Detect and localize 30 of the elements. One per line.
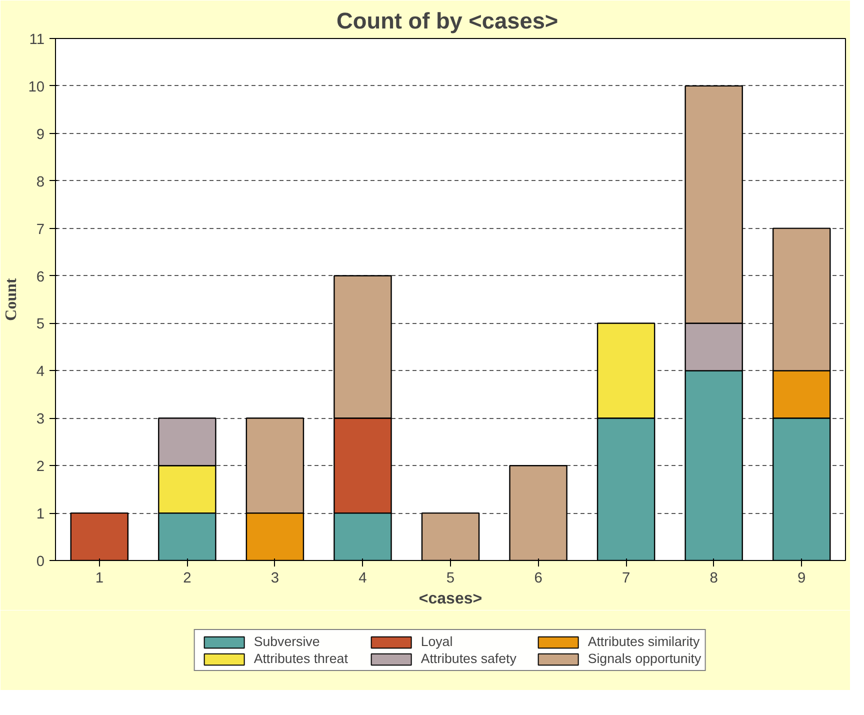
y-tick-label: 1 [36,506,45,523]
x-tick-label: 2 [183,570,192,586]
x-tick-label: 1 [95,570,104,586]
y-tick-label: 6 [36,269,45,286]
legend-label: Loyal [420,634,454,649]
y-tick-label: 2 [36,459,45,476]
y-tick-label: 5 [36,316,45,333]
y-tick-label: 11 [29,32,45,48]
y-tick-label: 3 [36,412,45,428]
y-axis-title: Count [3,277,20,321]
legend-label: Signals opportunity [588,651,702,666]
y-tick-label: 7 [36,222,45,238]
x-axis-title: <cases> [418,590,482,608]
x-tick-label: 8 [710,570,718,586]
y-tick-label: 9 [36,126,45,143]
x-tick-label: 5 [446,570,455,586]
x-tick-label: 7 [622,570,630,586]
y-tick-label: 8 [36,174,45,190]
x-tick-label: 9 [798,570,806,586]
x-tick-label: 3 [270,570,280,586]
x-tick-label: 4 [358,570,367,586]
x-tick-label: 6 [534,570,542,586]
legend-label: Subversive [254,634,321,649]
y-tick-label: 0 [36,554,45,570]
legend-label: Attributes threat [254,651,349,666]
chart-title: Count of by <cases> [336,8,558,34]
y-tick-label: 4 [36,364,45,380]
y-tick-label: 10 [28,79,45,96]
legend-label: Attributes similarity [588,634,700,649]
legend-label: Attributes safety [420,651,518,666]
